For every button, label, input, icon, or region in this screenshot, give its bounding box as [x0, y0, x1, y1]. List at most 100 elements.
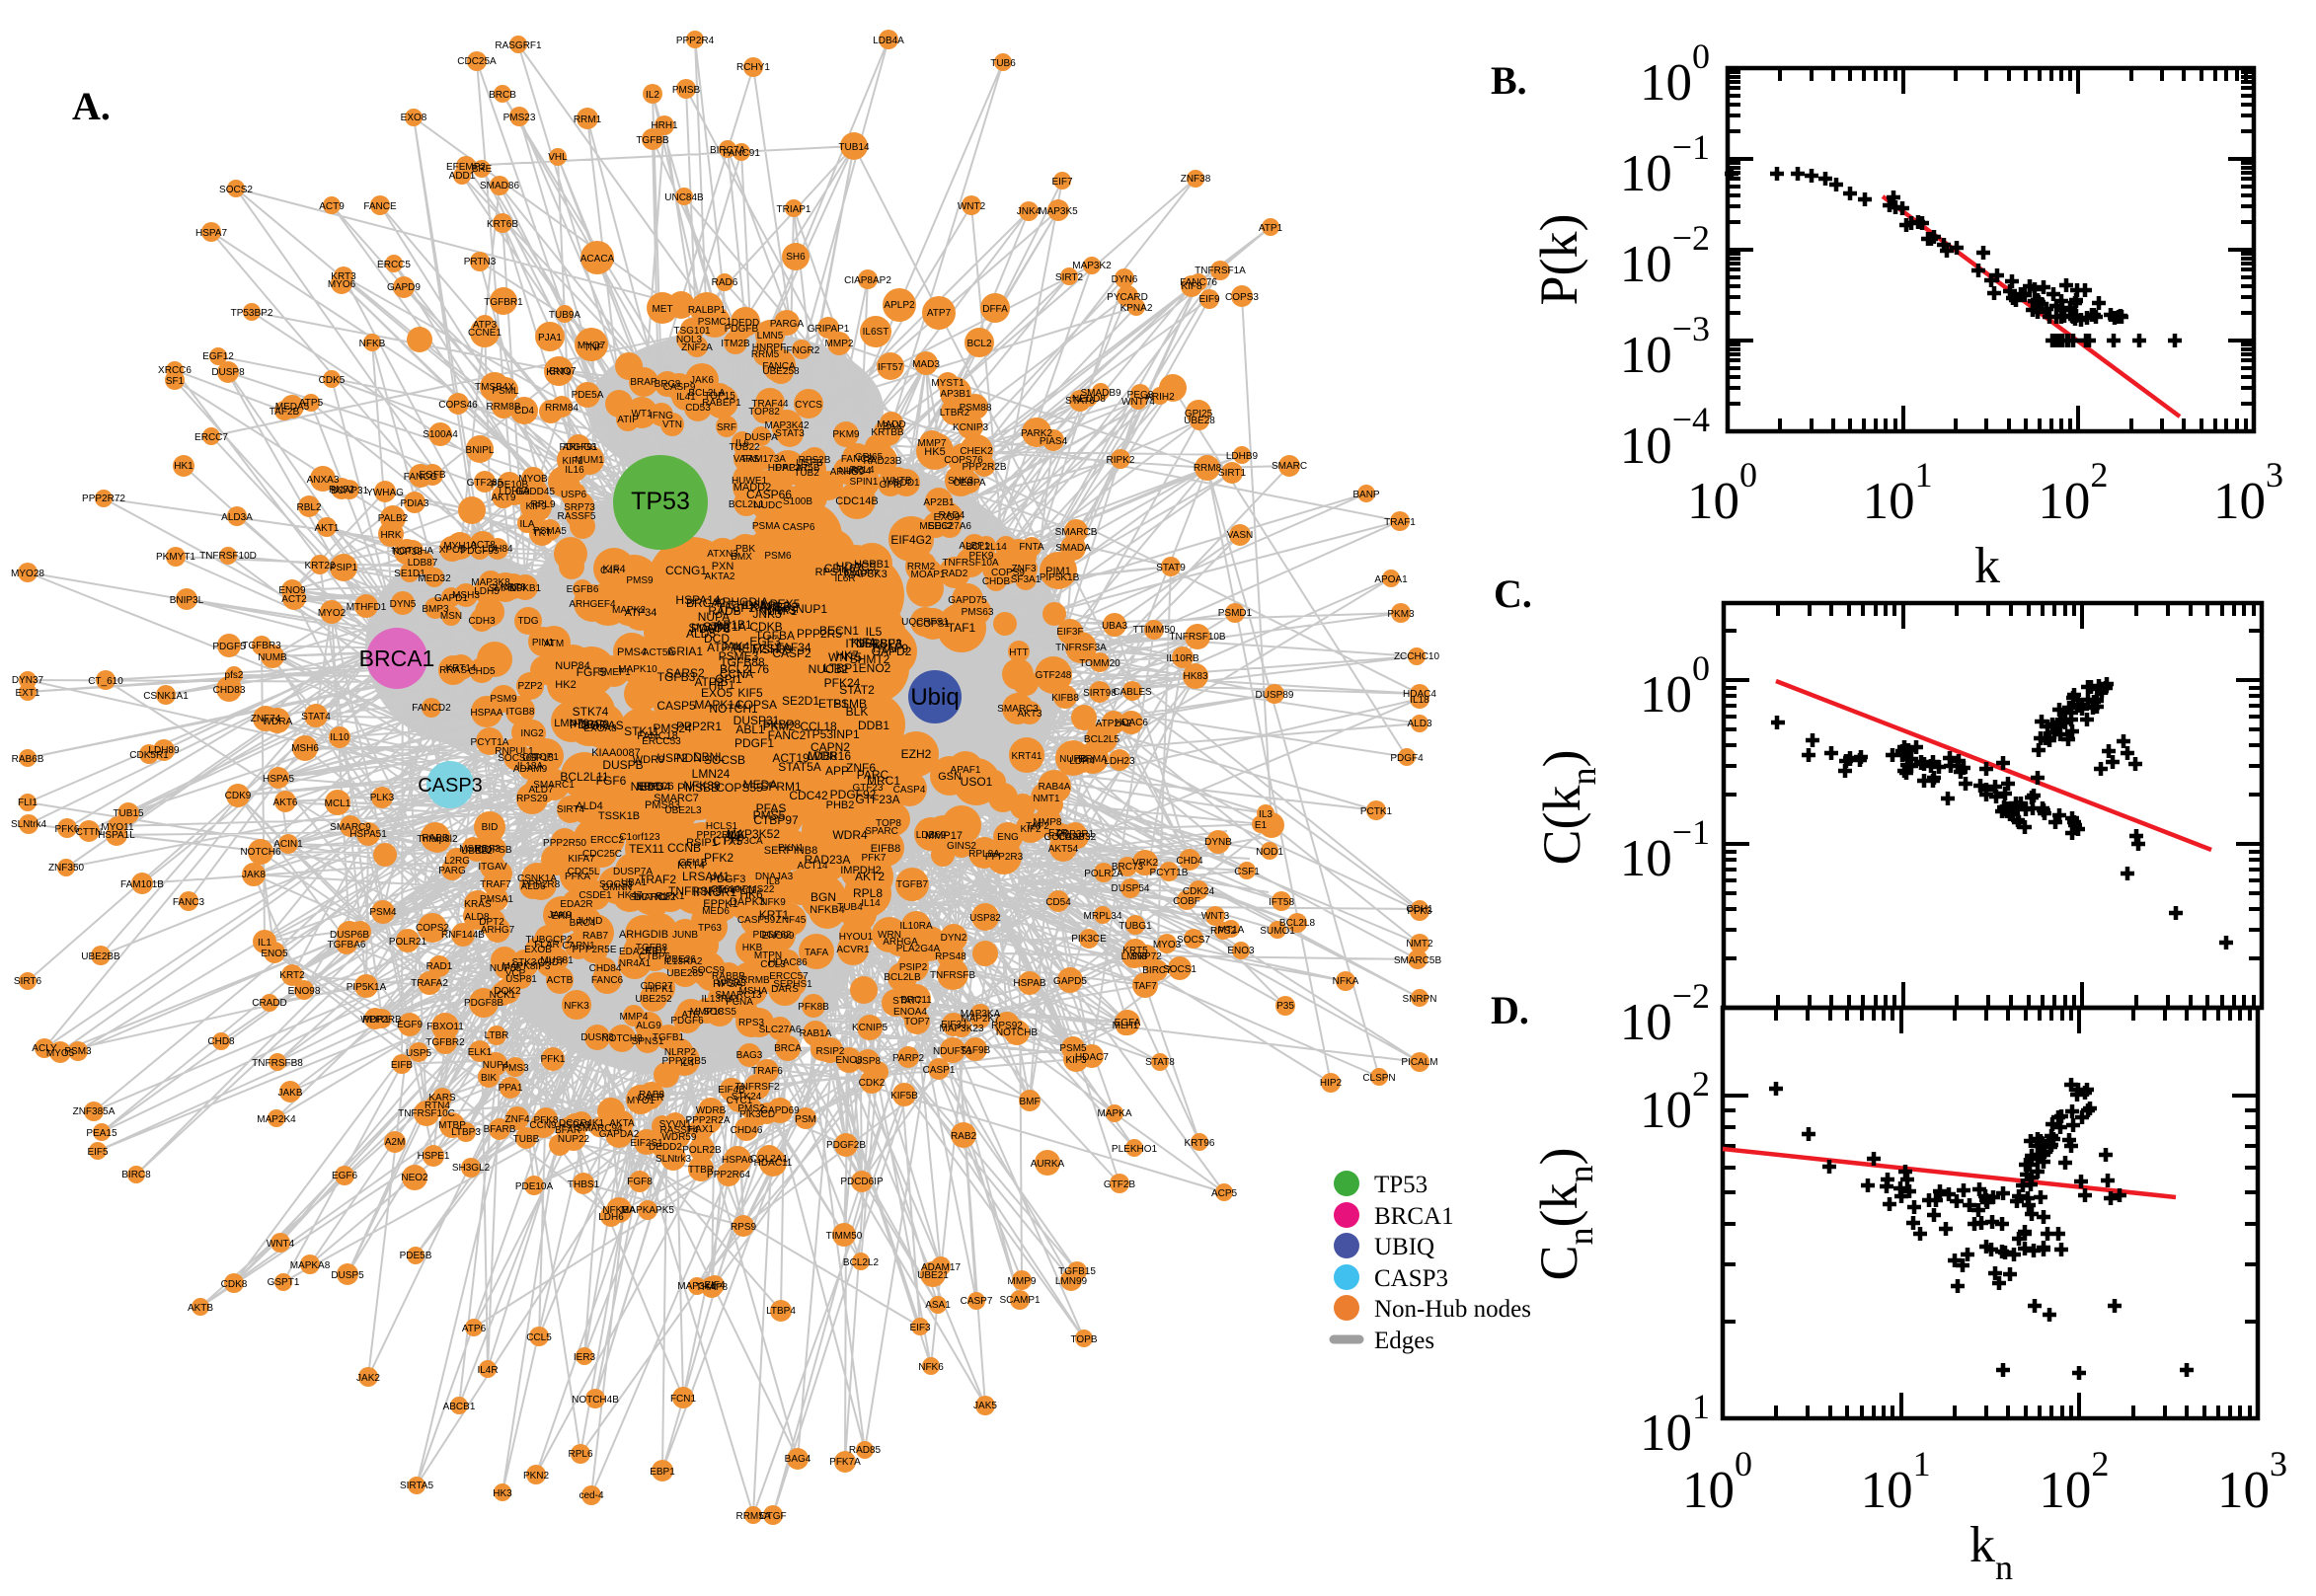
svg-text:RRM5: RRM5	[751, 349, 780, 360]
svg-text:SIRTA5: SIRTA5	[400, 1481, 434, 1491]
svg-text:HSPA51: HSPA51	[349, 829, 387, 840]
svg-text:TOP8: TOP8	[876, 818, 901, 829]
svg-text:PDGF95: PDGF95	[461, 546, 500, 557]
svg-text:TSSK1B: TSSK1B	[598, 810, 640, 822]
svg-text:CDH3: CDH3	[468, 616, 496, 627]
svg-text:MYO3: MYO3	[1153, 940, 1182, 950]
svg-text:PDGF8B: PDGF8B	[464, 998, 503, 1009]
svg-text:RPS16: RPS16	[815, 567, 850, 578]
svg-text:FANCD2: FANCD2	[412, 703, 451, 714]
svg-text:NEDD8: NEDD8	[1072, 394, 1106, 405]
svg-text:TGFBR1: TGFBR1	[484, 297, 523, 308]
svg-text:NLRC4: NLRC4	[839, 466, 872, 477]
svg-text:IL6R: IL6R	[834, 573, 855, 584]
svg-text:KRT1: KRT1	[759, 908, 790, 922]
svg-text:PBK: PBK	[735, 544, 755, 555]
svg-text:RAD1: RAD1	[426, 961, 453, 972]
svg-text:COPS76: COPS76	[944, 455, 983, 466]
svg-text:TMSB4X: TMSB4X	[475, 382, 514, 393]
svg-text:CDC42: CDC42	[789, 789, 828, 802]
svg-text:BCL2L14: BCL2L14	[965, 542, 1007, 553]
svg-text:EGF9: EGF9	[397, 1020, 424, 1030]
svg-text:APP: APP	[825, 764, 849, 778]
svg-text:ACP5: ACP5	[1211, 1188, 1238, 1199]
svg-text:TUB14: TUB14	[838, 142, 870, 153]
svg-text:GMNN: GMNN	[602, 882, 633, 893]
svg-text:DUSP6B: DUSP6B	[330, 930, 369, 941]
svg-text:BNIPL: BNIPL	[466, 445, 495, 456]
svg-text:KARS: KARS	[428, 1093, 456, 1103]
svg-text:SH6: SH6	[786, 252, 806, 263]
svg-text:EIF4G2: EIF4G2	[890, 533, 932, 547]
svg-text:CDC27: CDC27	[641, 981, 673, 992]
svg-text:CAPN2: CAPN2	[811, 740, 850, 754]
svg-text:SPARC: SPARC	[865, 826, 898, 837]
svg-text:TGFBB: TGFBB	[636, 135, 669, 146]
svg-text:ERCC6: ERCC6	[637, 781, 673, 793]
svg-text:FANC91: FANC91	[723, 148, 760, 159]
svg-text:BRC11: BRC11	[900, 995, 932, 1006]
svg-text:ERCC2: ERCC2	[590, 835, 624, 846]
svg-text:LMN8: LMN8	[1121, 951, 1148, 962]
svg-text:DFFA: DFFA	[982, 304, 1008, 315]
svg-text:SRP72: SRP72	[1130, 951, 1162, 962]
svg-text:IFNGR2: IFNGR2	[784, 345, 820, 356]
svg-text:KIF1: KIF1	[562, 456, 583, 467]
svg-text:DUSP8: DUSP8	[211, 367, 245, 378]
svg-text:GAPD9: GAPD9	[387, 282, 421, 293]
svg-text:PPP2R1: PPP2R1	[676, 720, 722, 733]
svg-text:ALD3: ALD3	[1407, 719, 1431, 729]
svg-text:MAP3K5: MAP3K5	[1039, 206, 1078, 217]
svg-text:TNF: TNF	[583, 342, 602, 353]
svg-text:TGFB8: TGFB8	[636, 943, 668, 953]
svg-text:PSM: PSM	[795, 1114, 816, 1125]
svg-text:TNFRSF10C: TNFRSF10C	[398, 1108, 455, 1119]
svg-text:ATP2A2: ATP2A2	[1096, 719, 1132, 729]
svg-text:A.: A.	[72, 84, 111, 128]
svg-text:HDAC6: HDAC6	[1115, 718, 1148, 728]
svg-text:NOTCHA: NOTCHA	[392, 546, 434, 557]
svg-text:DDB1: DDB1	[858, 719, 889, 732]
svg-text:PLEKHO1: PLEKHO1	[1112, 1144, 1158, 1155]
svg-text:KRT41: KRT41	[1012, 751, 1042, 762]
svg-text:BCL2L1: BCL2L1	[729, 499, 765, 510]
svg-text:PSM3: PSM3	[64, 1046, 92, 1057]
svg-text:IL13RA2: IL13RA2	[664, 956, 703, 967]
svg-text:KIAA0087: KIAA0087	[591, 747, 641, 759]
svg-text:CHDB: CHDB	[982, 576, 1011, 587]
svg-text:IFNG: IFNG	[650, 411, 673, 421]
svg-text:HK1: HK1	[174, 461, 193, 472]
svg-text:HNRPF: HNRPF	[752, 342, 786, 353]
svg-text:ARIH2: ARIH2	[1145, 392, 1175, 403]
svg-text:PMS83: PMS83	[645, 799, 680, 811]
svg-text:ALBP1: ALBP1	[959, 541, 990, 552]
svg-text:HKB: HKB	[742, 943, 763, 953]
svg-text:THBS1: THBS1	[568, 1179, 600, 1190]
svg-text:ENO7: ENO7	[549, 366, 577, 377]
svg-text:PPP2R1A: PPP2R1A	[696, 830, 740, 841]
svg-text:ALG9: ALG9	[636, 1021, 661, 1031]
svg-text:ZNF3: ZNF3	[1012, 564, 1037, 574]
svg-text:ACT5A: ACT5A	[643, 647, 675, 658]
svg-text:HIP2: HIP2	[1320, 1078, 1343, 1089]
svg-text:SMAD9: SMAD9	[489, 583, 523, 594]
svg-text:ABCB1: ABCB1	[443, 1402, 476, 1412]
svg-text:ABL1: ABL1	[735, 722, 765, 736]
svg-text:NOTCH6: NOTCH6	[240, 847, 281, 858]
svg-text:CDK2: CDK2	[859, 1078, 886, 1089]
svg-text:ITGB8: ITGB8	[506, 707, 535, 718]
svg-text:SMEF1: SMEF1	[597, 667, 631, 678]
svg-text:REIF2S1: REIF2S1	[733, 642, 782, 655]
svg-text:DUSP89: DUSP89	[1256, 690, 1294, 701]
svg-text:ARHG7: ARHG7	[481, 925, 515, 936]
svg-text:PLK3: PLK3	[370, 793, 395, 803]
svg-text:DUSPB: DUSPB	[602, 758, 643, 772]
svg-text:NLRP1: NLRP1	[759, 604, 798, 618]
svg-text:KIFB8: KIFB8	[1051, 693, 1079, 704]
svg-text:GSN: GSN	[938, 771, 962, 783]
svg-text:UBE285: UBE285	[666, 968, 704, 979]
svg-text:HSPA9: HSPA9	[559, 1120, 590, 1131]
svg-text:UBE28: UBE28	[1184, 416, 1215, 426]
svg-text:KCNIP5: KCNIP5	[852, 1023, 888, 1033]
svg-text:PARK2: PARK2	[1021, 428, 1052, 439]
